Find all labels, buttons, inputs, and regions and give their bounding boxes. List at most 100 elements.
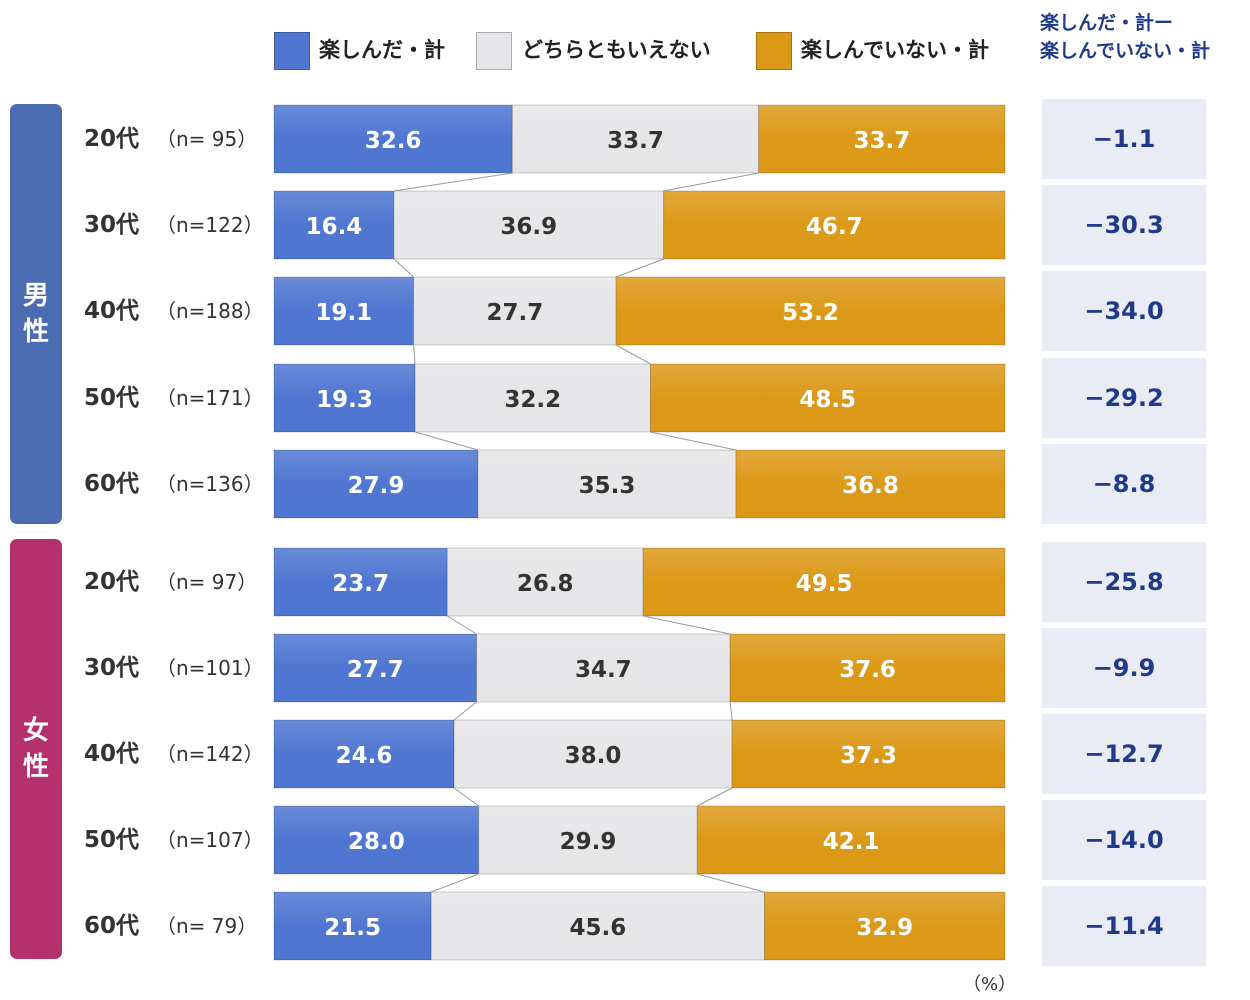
row-n-g0-40: （n=188） <box>156 299 264 323</box>
connector-g1-40-0 <box>453 701 477 721</box>
value-label-g0-30-not-enjoyed: 46.7 <box>806 214 863 240</box>
bar-g1-60-neutral <box>430 891 765 961</box>
value-label-g0-50-enjoyed: 19.3 <box>316 387 373 413</box>
value-label-g1-20-not-enjoyed: 49.5 <box>796 571 853 597</box>
diff-value-g1-30: −9.9 <box>1042 628 1206 708</box>
row-age-g1-50: 50代 <box>84 827 140 853</box>
value-label-g1-60-enjoyed: 21.5 <box>324 915 381 941</box>
legend-label-not-enjoyed: 楽しんでいない・計 <box>801 38 989 62</box>
connector-g0-30-1 <box>663 172 759 192</box>
row-label-g1-60: 60代 （n= 79） <box>84 892 257 960</box>
row-n-g1-50: （n=107） <box>156 828 264 852</box>
group-label-0-char-0: 男 <box>22 281 49 311</box>
bar-g1-50-enjoyed <box>273 805 480 875</box>
value-label-g1-30-not-enjoyed: 37.6 <box>839 657 896 683</box>
row-age-g1-60: 60代 <box>84 913 140 939</box>
value-label-g1-20-neutral: 26.8 <box>517 571 574 597</box>
row-age-g0-40: 40代 <box>84 298 140 324</box>
value-label-g1-40-not-enjoyed: 37.3 <box>840 743 897 769</box>
diff-value-g0-40: −34.0 <box>1042 271 1206 351</box>
value-label-g0-20-not-enjoyed: 33.7 <box>853 128 910 154</box>
connector-g0-50-0 <box>413 344 416 365</box>
connector-g1-50-0 <box>453 787 479 807</box>
value-label-g0-30-enjoyed: 16.4 <box>306 214 363 240</box>
value-label-g0-50-not-enjoyed: 48.5 <box>799 387 856 413</box>
value-label-g0-40-neutral: 27.7 <box>486 300 543 326</box>
connector-g0-40-1 <box>615 258 664 278</box>
connector-g0-50-1 <box>615 344 651 365</box>
bar-g1-40-not-enjoyed <box>731 719 1006 789</box>
connector-g0-30-0 <box>393 172 513 192</box>
group-label-0-char-1: 性 <box>22 317 49 347</box>
row-n-g0-50: （n=171） <box>156 386 264 410</box>
value-label-g1-50-neutral: 29.9 <box>560 829 617 855</box>
connector-g0-60-1 <box>650 431 737 451</box>
bar-g0-30-enjoyed <box>273 190 395 260</box>
row-age-g1-20: 20代 <box>84 569 140 595</box>
bar-g1-20-enjoyed <box>273 547 448 617</box>
connector-g0-40-0 <box>393 258 414 278</box>
value-label-g1-60-not-enjoyed: 32.9 <box>856 915 913 941</box>
row-age-g0-60: 60代 <box>84 471 140 497</box>
bar-g0-40-neutral <box>413 276 617 346</box>
bar-g0-50-enjoyed <box>273 363 416 433</box>
value-label-g0-20-neutral: 33.7 <box>607 128 664 154</box>
row-n-g1-30: （n=101） <box>156 656 264 680</box>
value-label-g0-40-not-enjoyed: 53.2 <box>782 300 839 326</box>
diff-value-g0-60: −8.8 <box>1042 444 1206 524</box>
row-age-g0-20: 20代 <box>84 126 140 152</box>
value-label-g1-40-neutral: 38.0 <box>565 743 622 769</box>
row-label-g1-40: 40代 （n=142） <box>84 720 264 788</box>
value-label-g0-20-enjoyed: 32.6 <box>365 128 422 154</box>
row-label-g1-20: 20代 （n= 97） <box>84 548 257 616</box>
connector-g1-30-0 <box>446 615 477 635</box>
bar-g0-40-not-enjoyed <box>615 276 1006 346</box>
group-band-0 <box>10 104 62 524</box>
value-label-g0-40-enjoyed: 19.1 <box>315 300 372 326</box>
bar-g1-30-not-enjoyed <box>729 633 1006 703</box>
row-age-g1-40: 40代 <box>84 741 140 767</box>
diff-column-header-line-1: 楽しんだ・計ー <box>1040 12 1174 34</box>
value-label-g1-40-enjoyed: 24.6 <box>336 743 393 769</box>
value-label-g0-50-neutral: 32.2 <box>504 387 561 413</box>
value-label-g0-30-neutral: 36.9 <box>500 214 557 240</box>
diff-value-g1-50: −14.0 <box>1042 800 1206 880</box>
value-label-g0-60-not-enjoyed: 36.8 <box>842 473 899 499</box>
row-age-g0-50: 50代 <box>84 385 140 411</box>
diff-value-g1-60: −11.4 <box>1042 886 1206 966</box>
bar-g1-30-neutral <box>475 633 731 703</box>
bar-g0-50-neutral <box>414 363 651 433</box>
row-n-g0-60: （n=136） <box>156 472 264 496</box>
value-label-g0-60-neutral: 35.3 <box>579 473 636 499</box>
legend-label-neutral: どちらともいえない <box>522 38 711 62</box>
value-label-g1-60-neutral: 45.6 <box>569 915 626 941</box>
diff-value-g1-40: −12.7 <box>1042 714 1206 794</box>
legend-swatch-enjoyed <box>274 32 310 70</box>
bar-g1-50-neutral <box>478 805 698 875</box>
connector-g1-60-1 <box>697 873 765 893</box>
row-n-g0-20: （n= 95） <box>156 127 258 151</box>
bar-g0-20-neutral <box>511 104 760 174</box>
diff-column-header-line-2: 楽しんでいない・計 <box>1040 40 1211 62</box>
connector-g1-40-1 <box>729 701 733 721</box>
row-n-g0-30: （n=122） <box>156 213 264 237</box>
row-label-g0-50: 50代 （n=171） <box>84 364 264 432</box>
bar-g1-20-not-enjoyed <box>642 547 1006 617</box>
bar-g1-60-enjoyed <box>273 891 432 961</box>
bar-g1-20-neutral <box>446 547 644 617</box>
connector-g0-60-0 <box>414 431 479 451</box>
unit-label: （%） <box>963 974 1017 995</box>
row-label-g1-30: 30代 （n=101） <box>84 634 264 702</box>
row-n-g1-60: （n= 79） <box>156 914 258 938</box>
connector-g1-30-1 <box>643 615 731 635</box>
group-band-1 <box>10 539 62 959</box>
bar-g0-30-not-enjoyed <box>663 190 1006 260</box>
connector-g1-60-0 <box>430 873 479 893</box>
bar-g0-50-not-enjoyed <box>649 363 1006 433</box>
legend-swatch-not-enjoyed <box>756 32 792 70</box>
value-label-g0-60-enjoyed: 27.9 <box>348 473 405 499</box>
value-label-g1-20-enjoyed: 23.7 <box>332 571 389 597</box>
row-age-g1-30: 30代 <box>84 655 140 681</box>
row-n-g1-40: （n=142） <box>156 742 264 766</box>
